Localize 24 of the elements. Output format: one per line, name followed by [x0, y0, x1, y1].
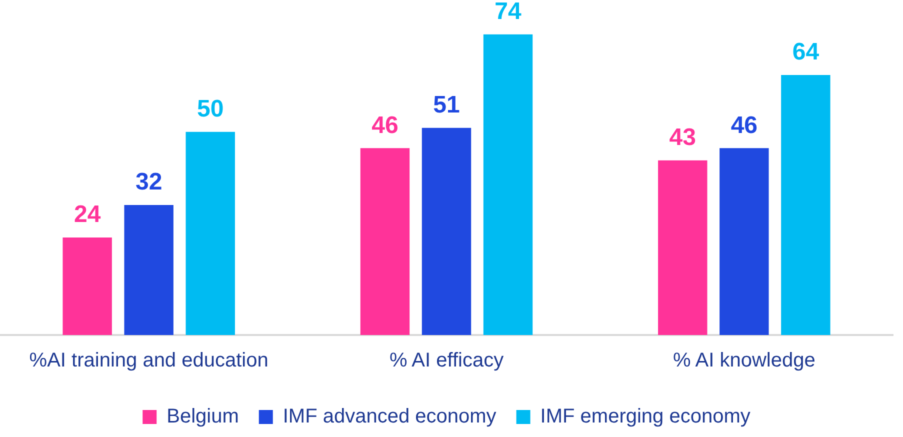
legend-label: Belgium — [166, 406, 239, 428]
bar — [720, 148, 769, 335]
bar — [483, 34, 533, 335]
data-label: 46 — [372, 112, 398, 139]
x-tick-label: % AI efficacy — [389, 350, 504, 372]
data-label: 74 — [494, 0, 522, 25]
data-label: 64 — [792, 38, 820, 66]
bar — [186, 132, 235, 335]
bar — [422, 128, 472, 335]
bar — [781, 75, 830, 335]
legend-label: IMF emerging economy — [540, 406, 750, 428]
data-label: 32 — [135, 168, 162, 196]
data-label: 50 — [197, 96, 224, 122]
bar — [658, 160, 708, 335]
bar — [124, 205, 174, 335]
data-label: 46 — [730, 112, 758, 139]
bar — [360, 148, 410, 335]
data-label: 51 — [433, 91, 460, 118]
legend-label: IMF advanced economy — [282, 406, 496, 428]
data-label: 24 — [74, 201, 102, 228]
x-tick-label: %AI training and education — [29, 350, 268, 372]
x-tick-label: % AI knowledge — [673, 350, 816, 372]
data-label: 43 — [669, 124, 696, 151]
bar — [62, 238, 112, 335]
